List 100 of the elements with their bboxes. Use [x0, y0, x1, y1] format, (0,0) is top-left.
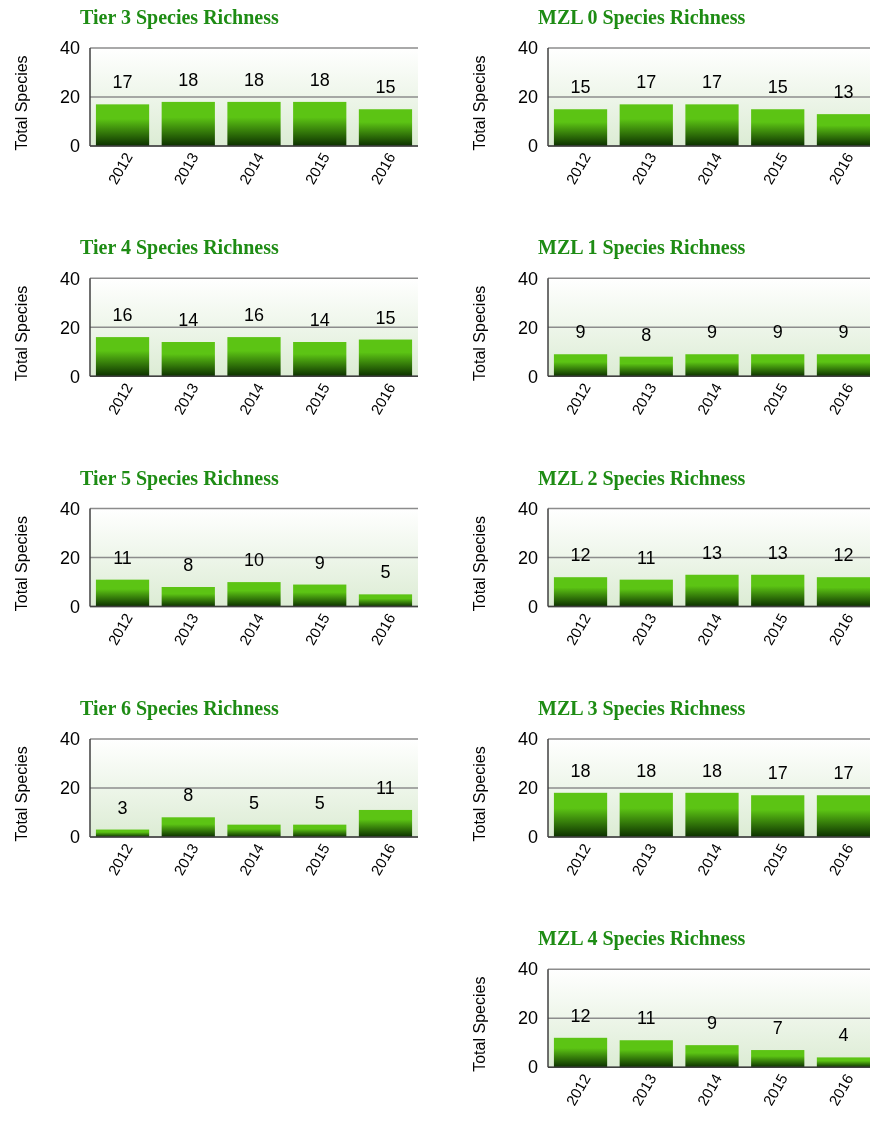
data-label: 17 [767, 763, 788, 784]
bar [685, 104, 739, 146]
data-label: 9 [772, 322, 783, 343]
bar [161, 817, 215, 837]
data-label: 9 [575, 322, 586, 343]
y-tick-label: 20 [517, 1008, 538, 1029]
y-tick-label: 0 [527, 366, 538, 387]
bar [619, 104, 673, 146]
bar [751, 1050, 805, 1068]
data-label: 10 [243, 550, 265, 571]
y-axis-title: Total Species [471, 285, 488, 381]
y-tick-label: 0 [69, 136, 80, 157]
data-label: 8 [183, 555, 194, 575]
y-tick-label: 0 [527, 1057, 538, 1078]
chart-title: Tier 3 Species Richness [80, 6, 279, 29]
y-axis-title: Total Species [471, 976, 488, 1072]
y-tick-label: 0 [527, 827, 538, 848]
data-label: 16 [243, 305, 265, 326]
y-axis-title: Total Species [13, 285, 30, 381]
y-tick-label: 20 [59, 317, 80, 338]
data-label: 8 [183, 785, 194, 806]
data-label: 15 [570, 77, 591, 98]
y-tick-label: 0 [69, 596, 80, 617]
data-label: 17 [636, 72, 657, 93]
data-label: 18 [243, 69, 265, 90]
data-label: 11 [376, 777, 395, 798]
y-tick-label: 0 [69, 366, 80, 387]
y-tick-label: 20 [59, 778, 80, 799]
data-label: 13 [701, 542, 723, 563]
y-tick-label: 20 [517, 547, 538, 568]
y-axis-title: Total Species [13, 746, 30, 842]
data-label: 9 [838, 322, 849, 343]
data-label: 15 [375, 307, 396, 328]
chart-title: Tier 6 Species Richness [80, 696, 279, 720]
data-label: 5 [248, 792, 260, 813]
y-axis-title: Total Species [471, 55, 488, 151]
data-label: 17 [833, 763, 854, 784]
data-label: 11 [113, 547, 132, 568]
data-label: 14 [309, 310, 330, 330]
bar [553, 1037, 608, 1068]
data-label: 9 [706, 1013, 718, 1034]
data-label: 12 [833, 545, 854, 566]
chart-title: Tier 5 Species Richness [80, 466, 279, 490]
data-label: 18 [701, 760, 723, 781]
bar [619, 1040, 673, 1068]
y-tick-label: 40 [59, 38, 80, 59]
y-tick-label: 20 [517, 87, 538, 108]
chart-title: MZL 2 Species Richness [538, 466, 746, 490]
bar [227, 824, 281, 837]
y-tick-label: 40 [517, 959, 538, 980]
data-label: 8 [641, 324, 652, 345]
data-label: 18 [636, 760, 657, 781]
chart-title: MZL 3 Species Richness [538, 696, 746, 720]
chart-title: MZL 4 Species Richness [538, 927, 746, 951]
y-axis-title: Total Species [471, 746, 488, 842]
y-tick-label: 40 [517, 38, 538, 59]
data-label: 18 [309, 69, 330, 90]
data-label: 12 [570, 1005, 591, 1026]
y-tick-label: 0 [69, 827, 80, 848]
y-axis-title: Total Species [13, 516, 30, 612]
data-label: 3 [117, 797, 128, 818]
chart-title: Tier 4 Species Richness [80, 236, 279, 260]
chart-title: MZL 0 Species Richness [538, 6, 746, 29]
data-label: 11 [636, 1008, 656, 1029]
bar [358, 594, 413, 607]
data-label: 15 [375, 77, 396, 98]
y-tick-label: 40 [517, 498, 538, 519]
y-tick-label: 40 [517, 268, 538, 289]
bar [816, 114, 870, 146]
y-tick-label: 20 [59, 547, 80, 568]
data-label: 17 [112, 72, 133, 93]
data-label: 9 [314, 552, 325, 573]
y-tick-label: 40 [59, 268, 80, 289]
bar [685, 1045, 739, 1068]
data-label: 9 [706, 322, 718, 343]
bar [553, 109, 608, 146]
y-tick-label: 20 [517, 778, 538, 799]
data-label: 4 [838, 1025, 849, 1046]
y-tick-label: 0 [527, 596, 538, 617]
y-tick-label: 20 [517, 317, 538, 338]
data-label: 13 [833, 82, 854, 103]
bar [161, 587, 215, 607]
y-axis-title: Total Species [471, 516, 488, 612]
data-label: 11 [636, 547, 656, 568]
data-label: 5 [380, 562, 391, 583]
data-label: 16 [112, 305, 133, 326]
data-label: 17 [701, 72, 723, 93]
data-label: 15 [767, 77, 788, 98]
y-axis-title: Total Species [13, 55, 30, 151]
chart-title: MZL 1 Species Richness [538, 236, 746, 260]
data-label: 12 [570, 545, 591, 566]
bar [95, 579, 150, 607]
data-label: 13 [767, 542, 788, 563]
bar [227, 582, 281, 607]
y-tick-label: 40 [517, 729, 538, 750]
y-tick-label: 40 [59, 498, 80, 519]
y-tick-label: 0 [527, 136, 538, 157]
data-label: 18 [178, 69, 199, 90]
bar [816, 1057, 870, 1068]
data-label: 5 [314, 792, 325, 813]
